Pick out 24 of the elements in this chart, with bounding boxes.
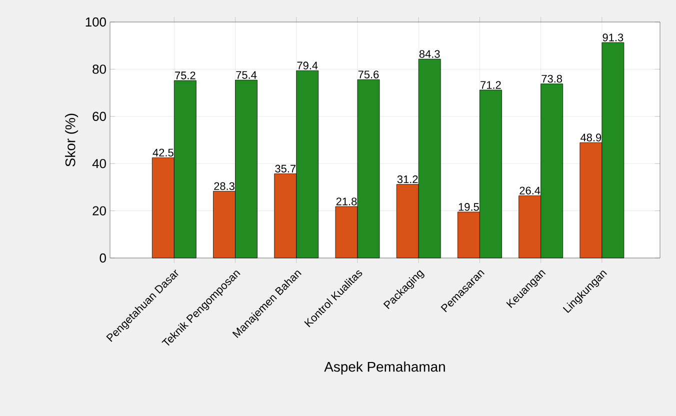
data-label: 73.8 (542, 74, 562, 83)
data-label: 42.5 (152, 148, 174, 156)
y-axis-title: Skor (%) (65, 114, 78, 166)
data-label: 71.2 (480, 81, 501, 89)
y-tick-label: 60 (92, 112, 106, 121)
data-label: 75.2 (175, 72, 196, 80)
data-label: 35.7 (275, 164, 296, 173)
data-label: 91.3 (602, 34, 624, 42)
data-label: 84.3 (419, 50, 440, 58)
y-tick-label: 100 (86, 17, 106, 27)
data-label: 75.6 (358, 70, 379, 78)
data-label: 21.8 (336, 198, 357, 206)
x-axis-title: Aspek Pemahaman (324, 362, 445, 375)
y-tick-label: 0 (100, 253, 106, 263)
y-tick-label: 20 (92, 206, 106, 216)
data-label: 26.4 (520, 186, 540, 194)
y-tick-label: 80 (92, 64, 106, 74)
data-label: 28.3 (214, 182, 234, 190)
data-label: 75.4 (236, 71, 257, 79)
y-tick-label: 40 (92, 159, 106, 168)
data-label: 79.4 (297, 62, 318, 70)
data-label: 31.2 (397, 175, 418, 184)
data-label: 19.5 (458, 203, 479, 211)
data-label: 48.9 (580, 134, 602, 142)
